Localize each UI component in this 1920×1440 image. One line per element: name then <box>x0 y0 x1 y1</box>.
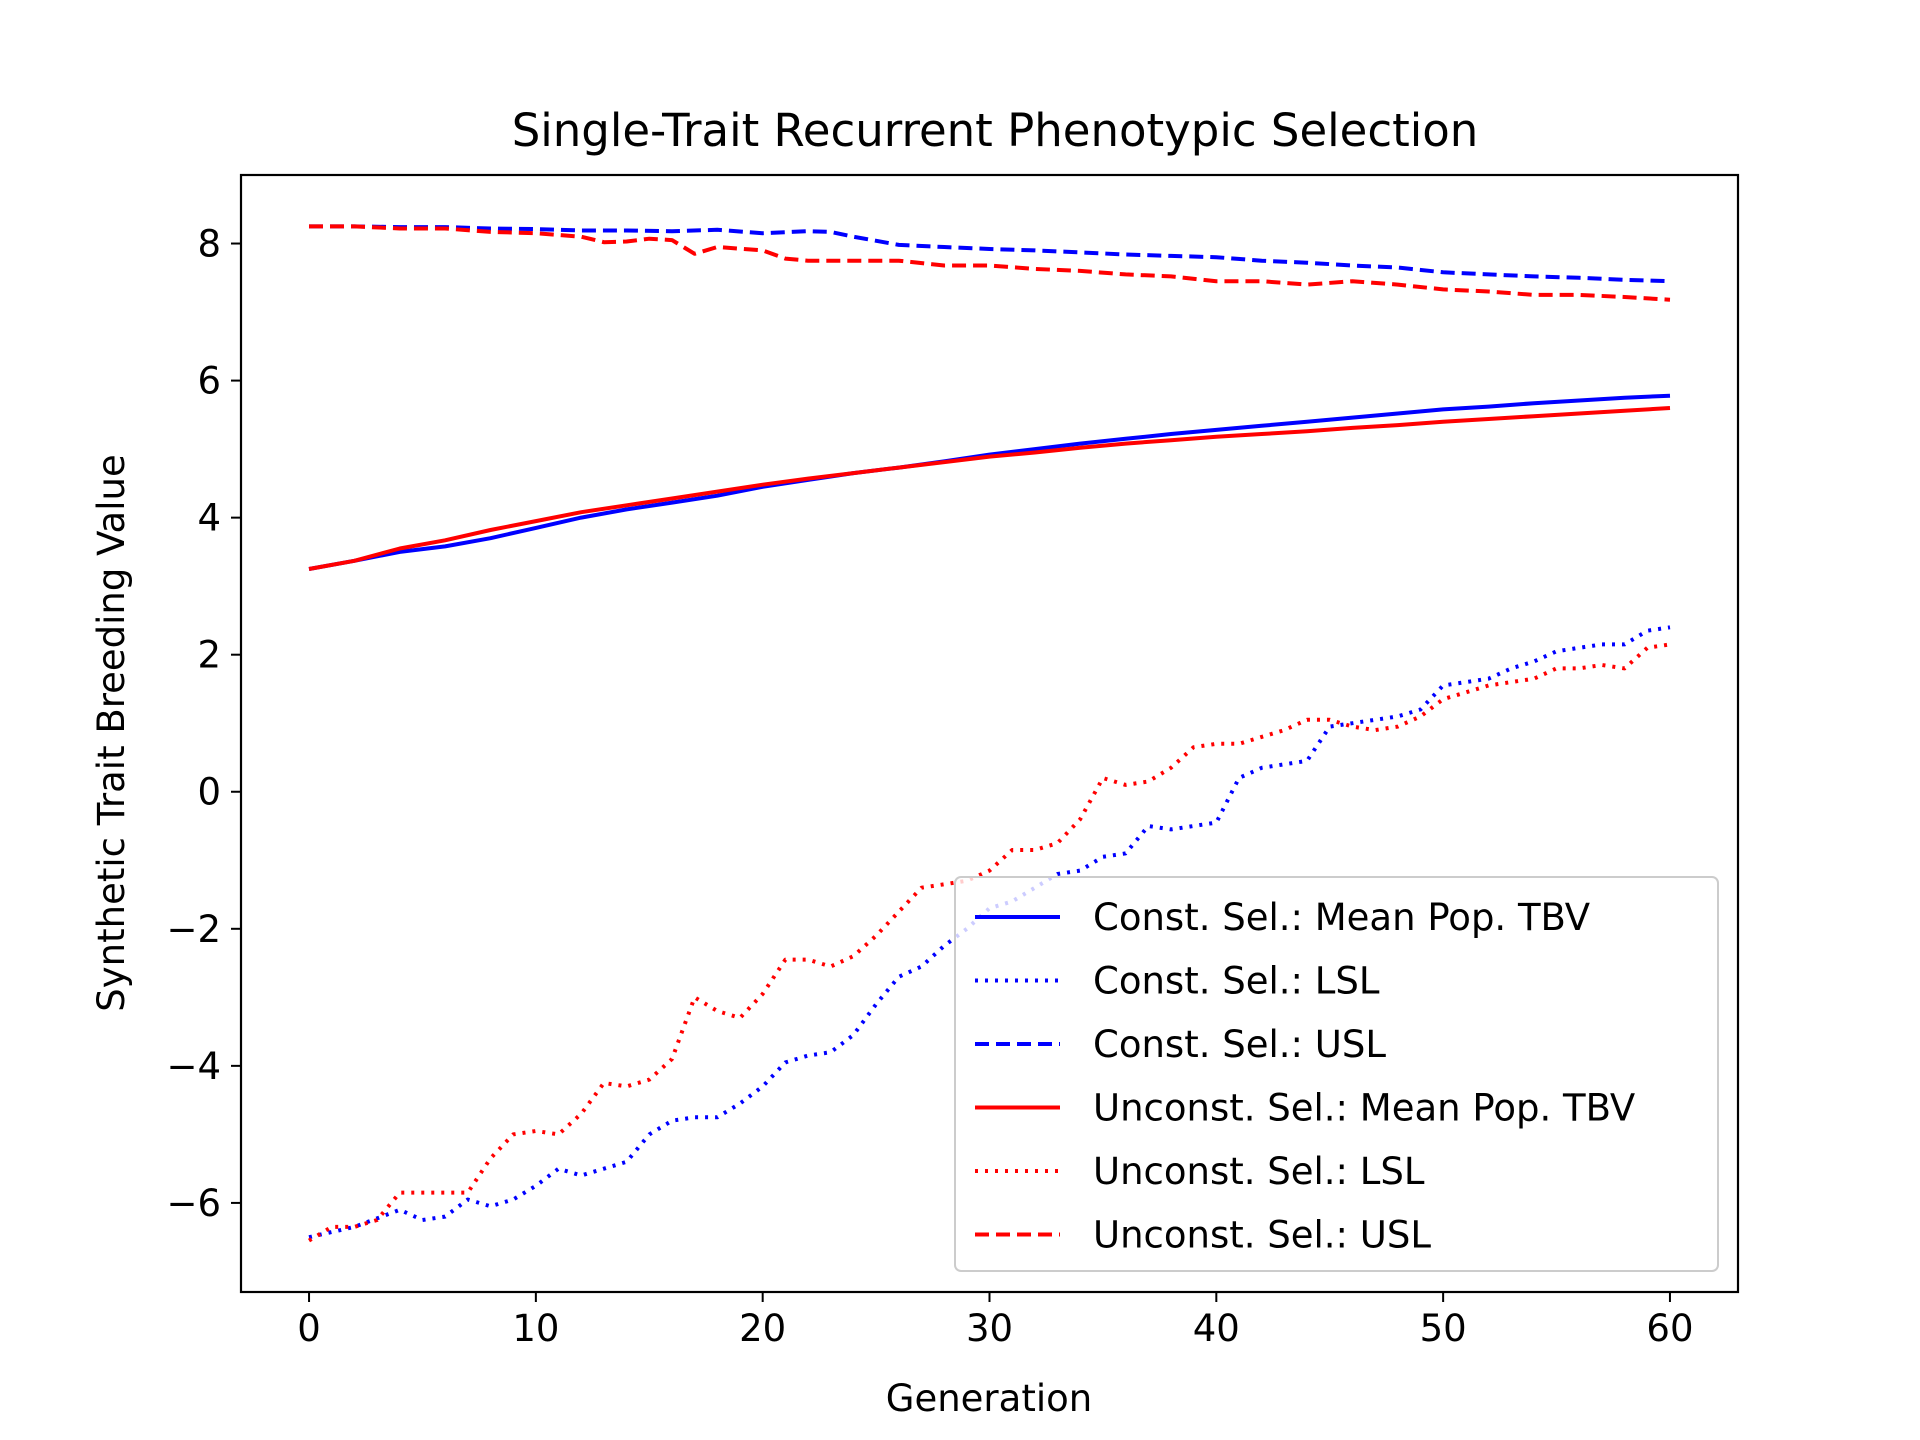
y-tick-label: 6 <box>197 360 221 403</box>
legend-label: Unconst. Sel.: LSL <box>1093 1150 1425 1193</box>
legend-entries: Const. Sel.: Mean Pop. TBV Const. Sel.: L… <box>975 896 1635 1257</box>
legend-frame <box>954 876 1719 1272</box>
x-tick-label: 10 <box>512 1307 559 1350</box>
y-tick-label: 2 <box>197 634 221 677</box>
series-line-unconst-sel-usl <box>309 224 1671 302</box>
legend-label: Unconst. Sel.: USL <box>1093 1214 1431 1257</box>
y-tick-label: 0 <box>197 771 221 814</box>
y-axis-label: Synthetic Trait Breeding Value <box>90 454 133 1011</box>
series-line-const-sel-usl <box>309 224 1671 284</box>
legend: Const. Sel.: Mean Pop. TBV Const. Sel.: L… <box>954 876 1719 1272</box>
series-layer <box>307 224 1671 1243</box>
x-tick-label: 40 <box>1193 1307 1240 1350</box>
y-tick-label: 4 <box>197 497 221 540</box>
series-line-unconst-sel-mean-pop-tbv <box>308 406 1671 571</box>
legend-label: Const. Sel.: LSL <box>1093 960 1380 1003</box>
x-tick-label: 30 <box>966 1307 1013 1350</box>
series-line-const-sel-lsl <box>308 625 1671 1240</box>
y-tick-label: −2 <box>166 908 221 951</box>
x-axis-label: Generation <box>886 1377 1092 1420</box>
legend-label: Unconst. Sel.: Mean Pop. TBV <box>1093 1087 1635 1130</box>
legend-label: Const. Sel.: Mean Pop. TBV <box>1093 896 1590 939</box>
x-tick-label: 20 <box>739 1307 786 1350</box>
chart-title: Single-Trait Recurrent Phenotypic Select… <box>512 104 1479 157</box>
legend-label: Const. Sel.: USL <box>1093 1023 1386 1066</box>
x-tick-label: 50 <box>1420 1307 1467 1350</box>
series-line-unconst-sel-lsl <box>307 642 1671 1243</box>
y-tick-label: 8 <box>197 223 221 266</box>
y-tick-label: −4 <box>166 1045 221 1088</box>
y-axis-ticks: −6 −4 −2 0 2 4 6 8 <box>166 223 241 1225</box>
y-tick-label: −6 <box>166 1182 221 1225</box>
x-axis-ticks: 0 10 20 30 40 50 60 <box>297 1292 1694 1350</box>
x-tick-label: 60 <box>1646 1307 1693 1350</box>
x-tick-label: 0 <box>297 1307 321 1350</box>
